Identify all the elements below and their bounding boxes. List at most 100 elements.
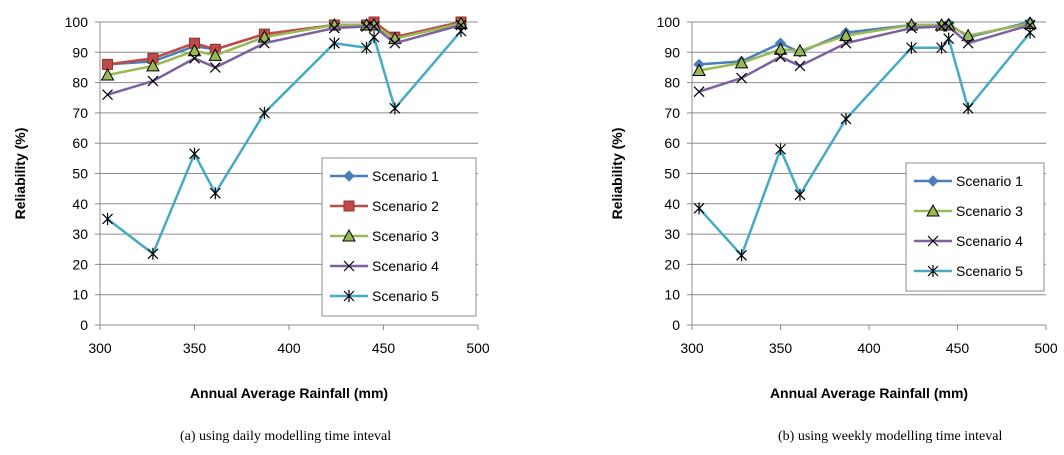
data-point	[962, 37, 974, 49]
y-tick-label: 0	[80, 317, 88, 333]
legend-marker	[343, 200, 355, 212]
legend-marker	[342, 228, 356, 242]
y-tick-label: 50	[72, 166, 88, 182]
series	[100, 16, 468, 81]
y-tick-label: 50	[664, 166, 680, 182]
series	[102, 16, 467, 70]
chart-panel: 0 10 20 30 40 50 60 70 80 90 100 300 350 400 450 500 Ann…	[12, 14, 490, 444]
legend-entry: Scenario 1	[330, 168, 439, 184]
data-point	[209, 62, 221, 73]
y-tick-label: 80	[72, 75, 88, 91]
legend-label: Scenario 2	[372, 198, 439, 214]
data-point	[794, 188, 806, 201]
y-tick-label: 70	[664, 105, 680, 121]
y-tick-label: 10	[72, 287, 88, 303]
data-point	[794, 60, 806, 72]
legend-box	[905, 162, 1045, 292]
series-line	[698, 22, 1031, 72]
y-tick-label: 70	[72, 105, 88, 121]
series	[102, 25, 467, 260]
data-point	[389, 102, 401, 115]
data-point	[736, 249, 747, 262]
figure-caption: (a) using daily modelling time inteval	[180, 429, 391, 444]
x-tick-label: 400	[277, 340, 301, 356]
data-point	[840, 37, 852, 49]
y-tick-label: 20	[72, 256, 88, 272]
x-tick-label: 500	[466, 340, 490, 356]
legend-marker	[927, 175, 939, 187]
x-tick-label: 500	[1034, 340, 1058, 356]
data-point	[693, 202, 705, 215]
y-tick-label: 40	[72, 196, 88, 212]
series-line	[107, 20, 462, 66]
data-point	[692, 63, 706, 76]
data-point	[840, 112, 852, 125]
y-tick-label: 30	[664, 226, 680, 242]
x-axis-title: Annual Average Rainfall (mm)	[770, 385, 968, 401]
legend-entry: Scenario 5	[330, 288, 439, 304]
data-point	[839, 28, 853, 42]
y-tick-label: 90	[664, 44, 680, 60]
x-axis-title: Annual Average Rainfall (mm)	[190, 385, 388, 401]
series-line	[698, 31, 1032, 257]
data-point	[100, 67, 115, 81]
data-point	[102, 212, 113, 225]
legend-entry: Scenario 1	[914, 173, 1023, 189]
data-point	[361, 21, 372, 32]
legend-entry: Scenario 3	[330, 228, 439, 244]
x-tick-label: 400	[857, 340, 881, 356]
data-point	[962, 102, 974, 115]
data-point	[146, 58, 160, 72]
legend-label: Scenario 1	[956, 173, 1023, 189]
x-tick-label: 350	[769, 340, 793, 356]
data-point	[693, 86, 705, 98]
legend-label: Scenario 3	[956, 203, 1023, 219]
series-line	[107, 20, 462, 66]
y-tick-label: 90	[72, 44, 88, 60]
legend-marker	[926, 203, 940, 217]
legend-marker	[343, 290, 355, 302]
legend-label: Scenario 5	[372, 288, 439, 304]
y-tick-label: 100	[657, 14, 681, 30]
x-tick-label: 300	[88, 340, 112, 356]
y-axis-title: Reliability (%)	[12, 128, 28, 220]
legend-marker	[927, 265, 939, 277]
series	[693, 26, 1036, 262]
legend-label: Scenario 4	[956, 233, 1023, 249]
data-point	[943, 32, 955, 45]
data-point	[328, 37, 340, 50]
data-point	[259, 106, 270, 119]
legend-entry: Scenario 4	[914, 233, 1023, 249]
legend-label: Scenario 1	[372, 168, 439, 184]
data-point	[1024, 26, 1036, 39]
y-tick-label: 30	[72, 226, 88, 242]
data-point	[455, 25, 467, 38]
data-point	[773, 42, 788, 55]
figure-caption: (b) using weekly modelling time inteval	[778, 429, 1002, 444]
data-point	[368, 21, 380, 32]
data-point	[328, 22, 340, 34]
legend-label: Scenario 5	[956, 263, 1023, 279]
data-point	[775, 143, 786, 156]
data-point	[189, 147, 200, 160]
data-point	[147, 247, 159, 260]
series-line	[107, 22, 462, 77]
data-point	[1024, 19, 1036, 31]
legend-entry: Scenario 2	[330, 198, 439, 214]
y-tick-label: 100	[65, 14, 89, 30]
legend-entry: Scenario 4	[330, 258, 439, 274]
data-point	[208, 48, 223, 61]
data-point	[187, 43, 202, 57]
data-point	[147, 75, 159, 87]
data-point	[389, 37, 401, 49]
data-point	[793, 43, 807, 57]
legend-label: Scenario 4	[372, 258, 439, 274]
data-point	[736, 72, 747, 84]
data-point	[936, 41, 947, 54]
series-line	[107, 23, 462, 96]
legend-label: Scenario 3	[372, 228, 439, 244]
legend-entry: Scenario 5	[914, 263, 1023, 279]
data-point	[368, 31, 380, 44]
data-point	[209, 187, 221, 200]
